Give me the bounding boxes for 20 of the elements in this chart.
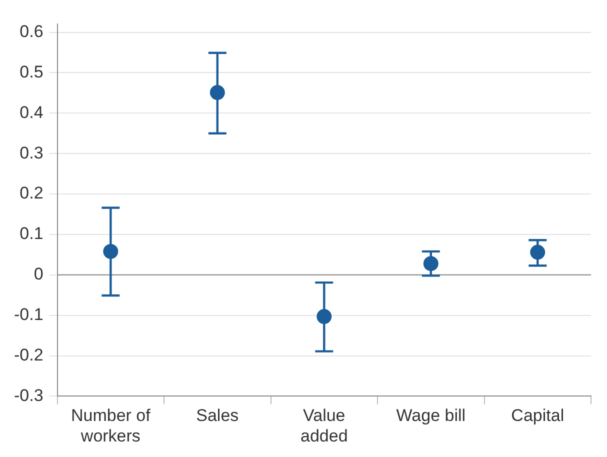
point xyxy=(423,256,438,272)
x-tick-label: Number of workers xyxy=(70,406,151,446)
point xyxy=(530,244,546,260)
point xyxy=(103,244,118,259)
y-tick-label: 0.5 xyxy=(20,62,44,82)
x-tick-label: Wage bill xyxy=(396,406,466,426)
y-tick-label: -0.1 xyxy=(14,305,44,324)
x-tick-label: Capital xyxy=(511,406,564,426)
x-tick-label: Sales xyxy=(196,406,239,426)
point xyxy=(316,309,332,324)
y-tick-label: 0 xyxy=(34,264,44,284)
y-tick-label: 0.6 xyxy=(20,22,44,41)
x-tick-label: Value added xyxy=(300,406,348,446)
point xyxy=(210,85,225,100)
y-tick-label: 0.4 xyxy=(20,102,44,122)
y-tick-label: -0.2 xyxy=(14,345,44,364)
y-tick-label: 0.2 xyxy=(20,184,44,203)
y-tick-label: -0.3 xyxy=(14,386,44,405)
y-tick-label: 0.1 xyxy=(20,224,44,244)
y-tick-label: 0.3 xyxy=(20,143,44,162)
